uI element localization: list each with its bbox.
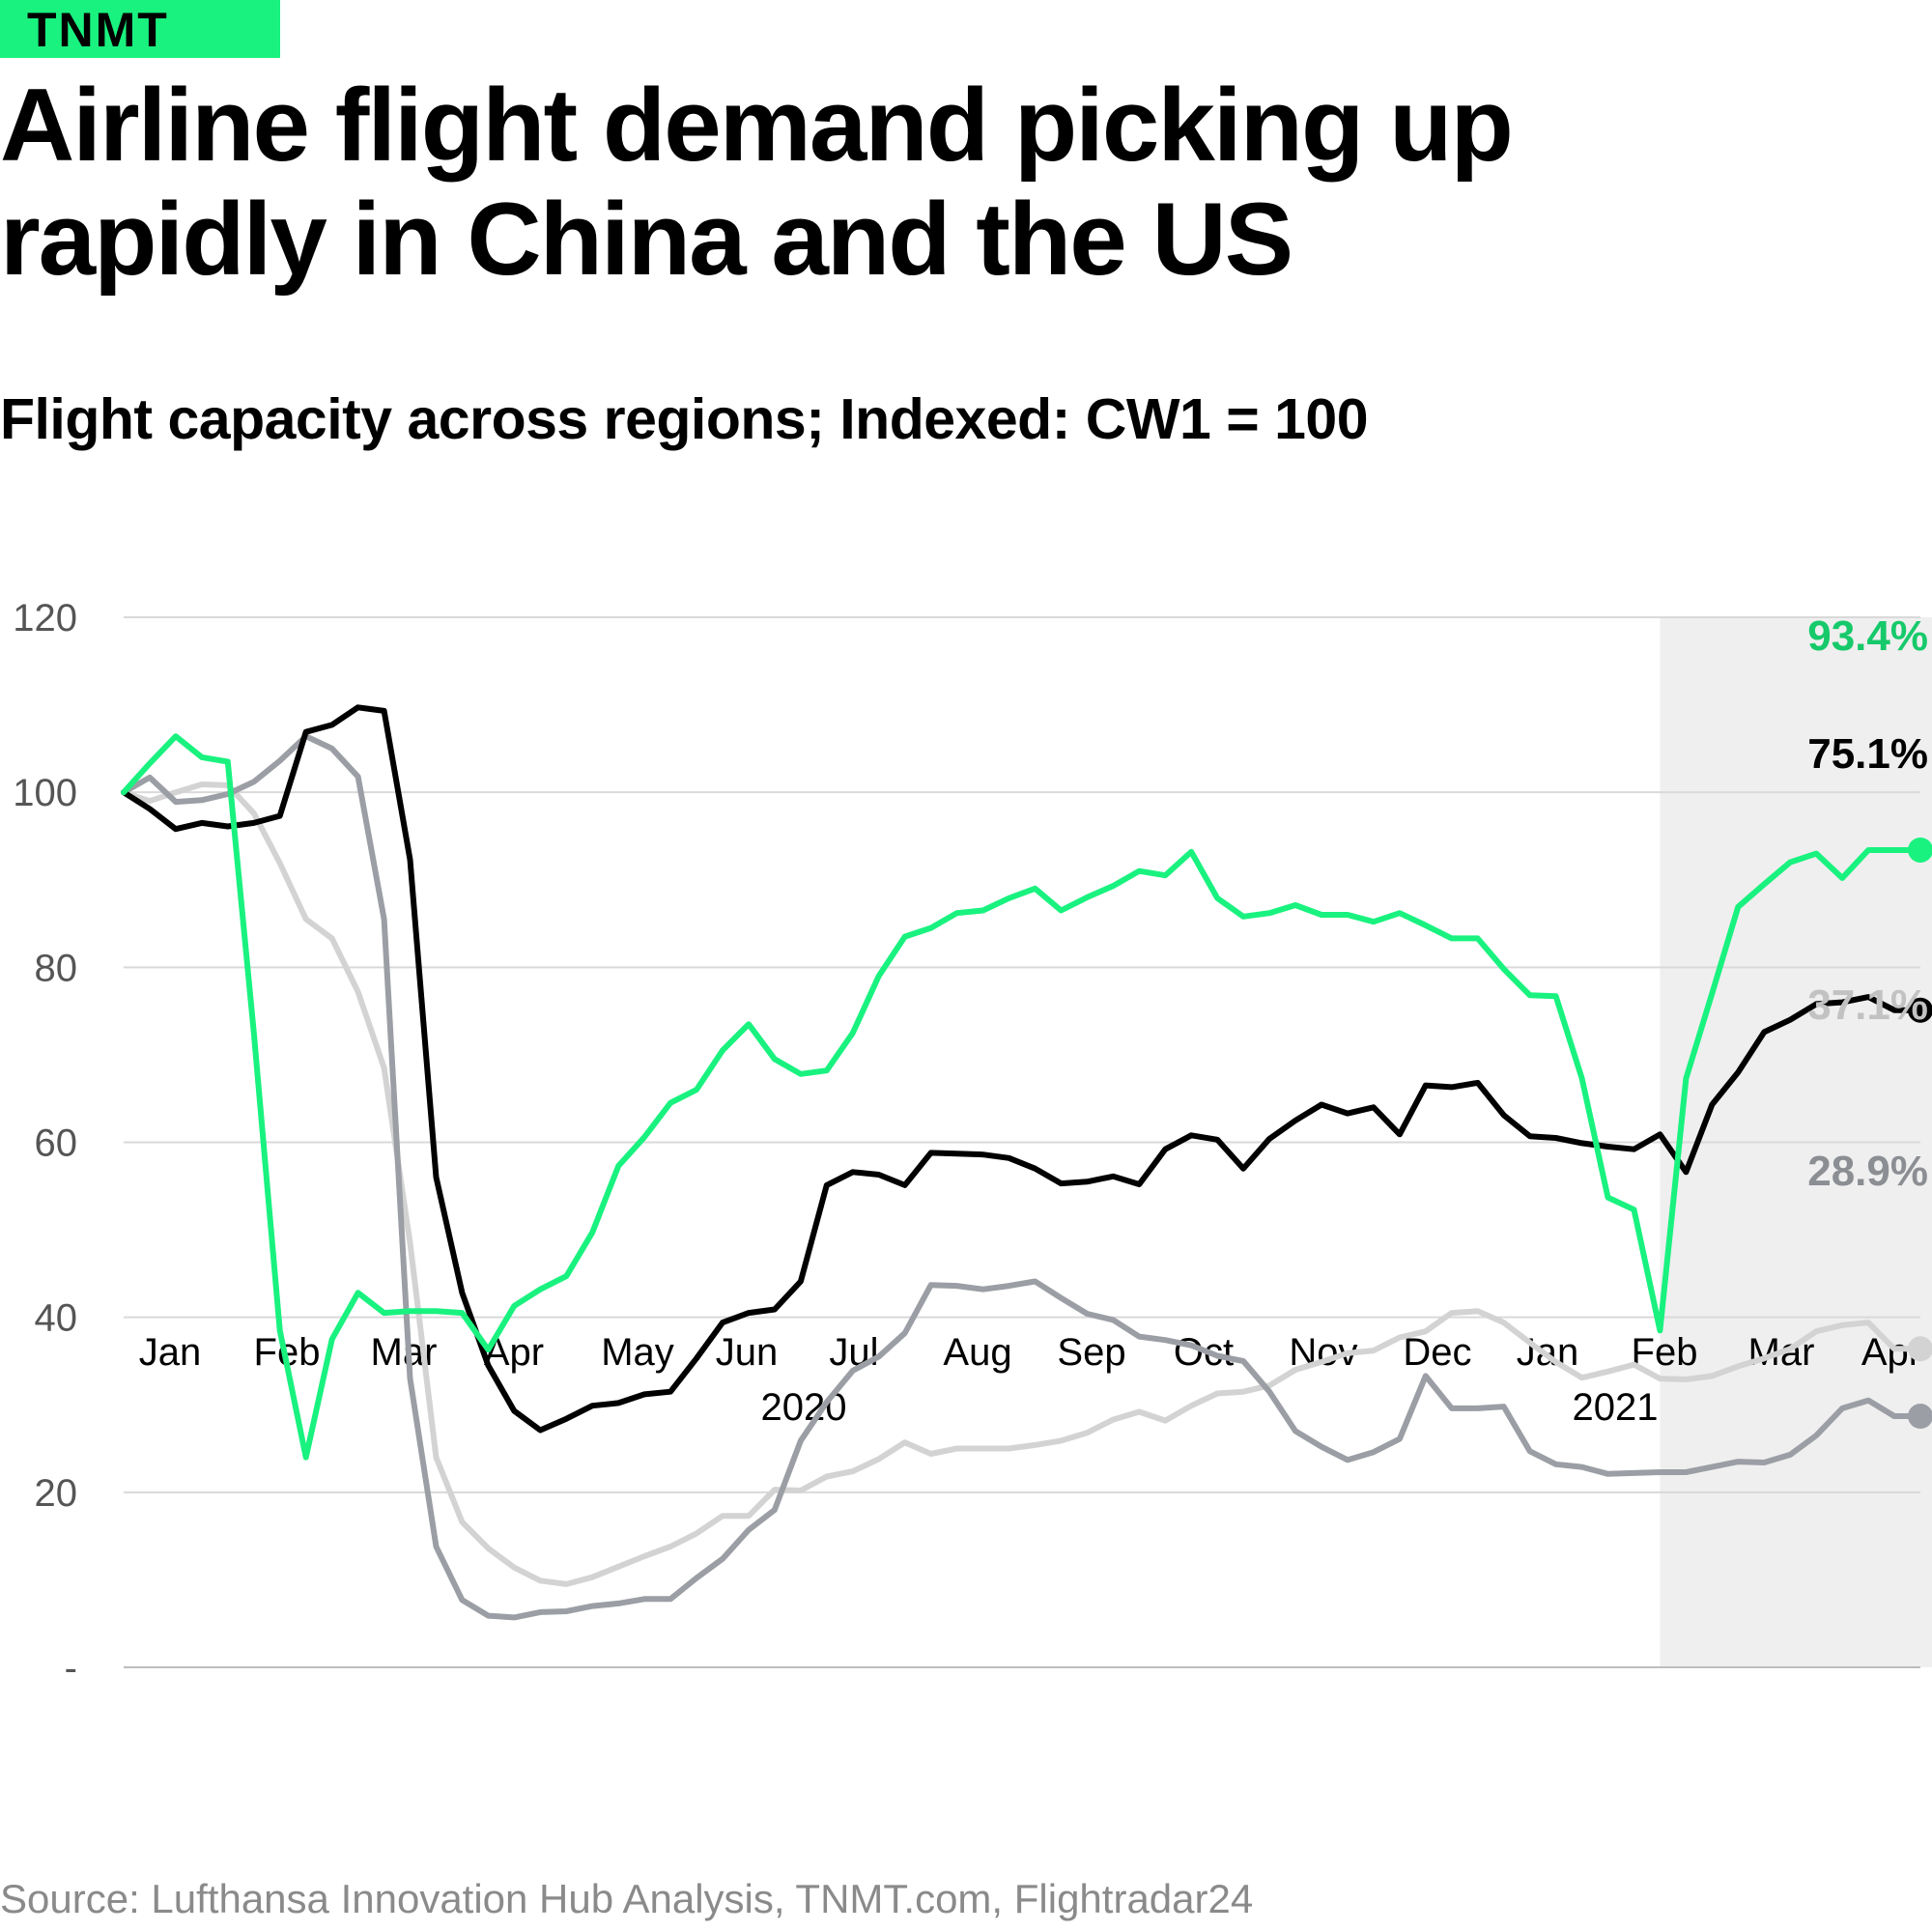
brand-logo-text: TNMT [27,3,169,57]
series-line-china [121,733,1923,1461]
x-tick-label: Jan [139,1331,202,1374]
end-label-europe: 28.9% [1807,1148,1928,1195]
end-marker-europe [1908,1404,1932,1430]
x-tick-label: Aug [943,1331,1011,1374]
page-title: Airline flight demand picking up rapidly… [0,67,1514,297]
end-label-china: 93.4% [1807,612,1928,660]
end-marker-asia [1908,1336,1932,1362]
year-label: 2021 [1573,1386,1659,1429]
series-line-usa [121,704,1923,1434]
chart-subtitle: Flight capacity across regions; Indexed:… [0,387,1369,451]
y-tick-label: 80 [35,947,78,989]
end-marker-usa [1908,997,1932,1023]
source-note: Source: Lufthansa Innovation Hub Analysi… [0,1876,1254,1921]
y-tick-label: 20 [35,1472,78,1515]
x-tick-label: Jun [716,1331,779,1374]
y-tick-label: 40 [35,1297,78,1340]
series-line-asia [121,781,1923,1587]
y-tick-label: - [65,1647,77,1690]
x-tick-label: Dec [1403,1331,1471,1374]
y-tick-label: 120 [13,597,77,639]
brand-logo: TNMT [0,0,280,58]
x-tick-label: Jul [829,1331,878,1374]
end-marker-china [1908,837,1932,863]
end-label-usa: 75.1% [1807,730,1928,778]
end-label-asia: 37.1% [1807,981,1928,1029]
y-tick-label: 100 [13,772,77,814]
y-tick-label: 60 [35,1122,78,1165]
series-line-europe [121,733,1923,1621]
x-tick-label: Sep [1057,1331,1125,1374]
x-tick-label: May [601,1331,674,1374]
